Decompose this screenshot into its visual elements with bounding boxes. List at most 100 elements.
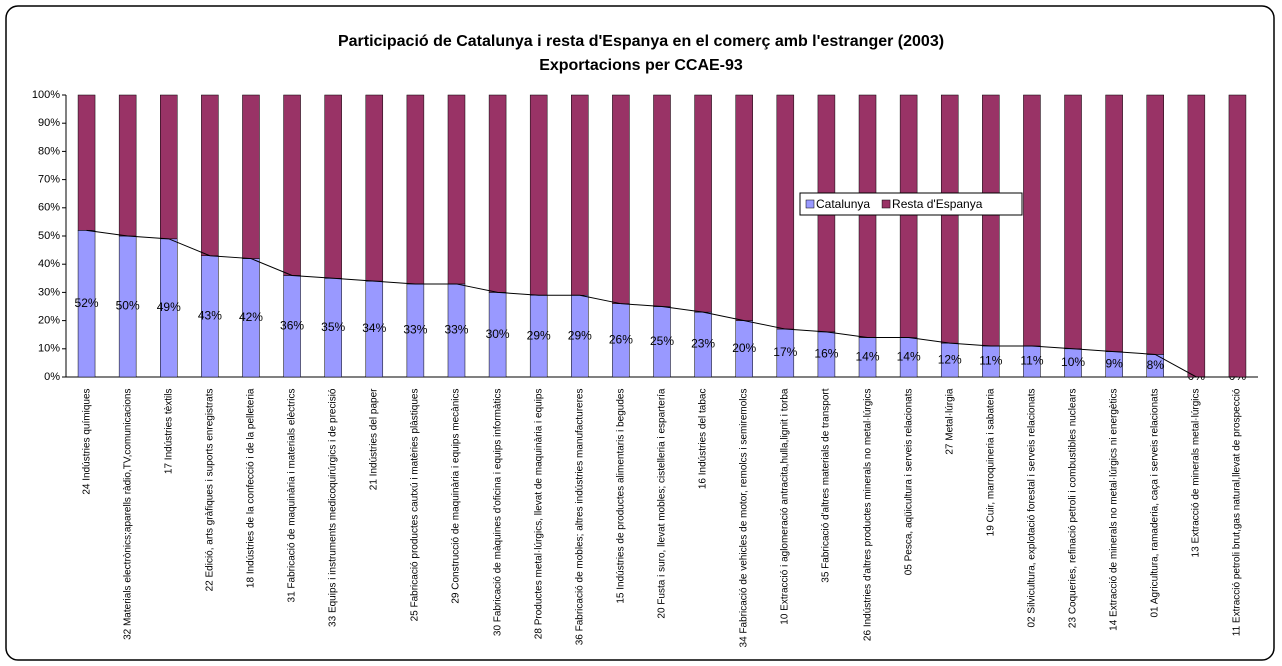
x-tick-label: 25 Fabricació productes cautxú i matèrie… xyxy=(409,388,421,621)
bar-segment xyxy=(858,94,877,338)
y-tick-label: 80% xyxy=(38,145,60,157)
bar-segment xyxy=(242,94,260,259)
bar-segment xyxy=(899,94,918,338)
legend-label: Resta d'Espanya xyxy=(892,197,983,211)
bar-segment xyxy=(406,94,425,285)
data-label: 43% xyxy=(198,309,222,323)
x-tick-label: 23 Coqueries, refinació petroli i combus… xyxy=(1067,388,1079,628)
trend-line xyxy=(86,229,1238,378)
legend-swatch xyxy=(805,199,815,209)
x-tick-label: 22 Edició, arts gràfiques i suports enre… xyxy=(203,388,215,591)
y-tick-label: 40% xyxy=(38,258,60,270)
bar-segment xyxy=(160,94,178,240)
data-label: 11% xyxy=(979,354,1002,368)
x-tick-label: 29 Construcció de maquinària i equips me… xyxy=(450,388,462,604)
x-tick-label: 30 Fabricació de màquines d'oficina i eq… xyxy=(491,388,503,636)
bar-segment xyxy=(735,94,753,321)
x-tick-label: 11 Extracció petroli brut,gas natural,ll… xyxy=(1231,388,1243,636)
chart-subtitle: Exportacions per CCAE-93 xyxy=(539,57,743,74)
data-label: 12% xyxy=(938,352,962,366)
data-label: 9% xyxy=(1105,356,1123,370)
y-tick-label: 10% xyxy=(38,343,60,355)
x-tick-label: 32 Materials electrònics;aparells ràdio,… xyxy=(121,388,133,640)
bar-segment xyxy=(940,94,959,344)
bar-segment xyxy=(283,94,301,276)
x-tick-label: 31 Fabricació de maquinària i materials … xyxy=(286,388,298,602)
x-tick-label: 05 Pesca, aqüicultura i serveis relacion… xyxy=(902,388,914,575)
bar-segment xyxy=(488,94,507,293)
data-label: 8% xyxy=(1147,358,1165,372)
bar-segment xyxy=(447,94,466,285)
data-label: 34% xyxy=(362,321,386,335)
x-tick-label: 26 Indústries d'altres productes mineral… xyxy=(861,388,873,641)
legend-box xyxy=(799,192,1023,216)
y-tick-label: 50% xyxy=(38,230,60,242)
x-tick-label: 36 Fabricació de mobles; altres indústri… xyxy=(573,388,585,645)
data-label: 26% xyxy=(609,333,633,347)
bar-segment xyxy=(529,94,548,296)
y-tick-label: 70% xyxy=(38,174,60,186)
bar-segment xyxy=(776,94,795,330)
x-tick-label: 19 Cuir, marroquineria i sabateria xyxy=(984,388,996,536)
bar-segment xyxy=(1023,94,1041,347)
x-tick-label: 16 Indústries del tabac xyxy=(697,388,709,489)
bar-segment xyxy=(77,94,96,231)
y-tick-label: 30% xyxy=(38,286,60,298)
x-tick-label: 34 Fabricació de vehicles de motor, remo… xyxy=(738,388,750,647)
bar-segment xyxy=(1146,94,1164,355)
data-label: 17% xyxy=(773,345,797,359)
x-tick-label: 14 Extracció de minerals no metal·lúrgic… xyxy=(1108,388,1120,631)
legend-swatch xyxy=(881,199,891,209)
bar-segment xyxy=(118,94,137,237)
data-label: 20% xyxy=(732,341,756,355)
data-label: 52% xyxy=(75,296,99,310)
x-tick-label: 20 Fusta i suro, llevat mobles; cistelle… xyxy=(656,388,667,619)
data-label: 14% xyxy=(897,349,921,363)
bar-segment xyxy=(653,94,671,307)
data-label: 29% xyxy=(527,328,551,342)
bar-segment xyxy=(324,94,342,279)
chart-title: Participació de Catalunya i resta d'Espa… xyxy=(338,33,944,50)
x-tick-label: 21 Indústries del paper xyxy=(368,388,380,490)
x-tick-label: 27 Metal·lúrgia xyxy=(943,388,955,455)
bar-segment xyxy=(1064,94,1082,350)
bar-segment xyxy=(365,94,384,282)
y-tick-label: 0% xyxy=(44,371,60,383)
y-tick-label: 60% xyxy=(38,202,60,214)
y-tick-label: 90% xyxy=(38,117,60,129)
x-tick-label: 15 Indústries de productes alimentaris i… xyxy=(614,388,626,604)
bar-segment xyxy=(571,94,589,296)
x-tick-label: 17 Indústries tèxtils xyxy=(162,388,174,474)
data-label: 42% xyxy=(239,310,263,324)
data-label: 11% xyxy=(1020,354,1043,368)
x-tick-label: 18 Indústries de la confecció i de la pe… xyxy=(244,388,256,588)
bar-segment xyxy=(1228,94,1247,378)
bar-segment xyxy=(1187,94,1206,378)
x-tick-label: 02 Silvicultura, explotació forestal i s… xyxy=(1025,388,1037,627)
y-tick-label: 20% xyxy=(38,315,60,327)
x-tick-label: 13 Extracció de minerals metal·lúrgics xyxy=(1190,388,1202,557)
x-tick-label: 01 Agricultura, ramaderia, caça i servei… xyxy=(1149,388,1161,617)
bar-segment xyxy=(1105,94,1123,352)
data-label: 50% xyxy=(116,299,140,313)
bar-segment xyxy=(612,94,630,304)
data-label: 25% xyxy=(650,334,674,348)
bar-segment xyxy=(201,94,219,256)
data-label: 14% xyxy=(856,349,880,363)
x-tick-label: 28 Productes metal·lúrgics, llevat de ma… xyxy=(532,388,544,639)
data-label: 33% xyxy=(444,323,468,337)
data-label: 10% xyxy=(1061,355,1085,369)
bar-segment xyxy=(694,94,712,313)
data-label: 35% xyxy=(321,320,345,334)
x-tick-label: 35 Fabricació d'altres materials de tran… xyxy=(820,388,832,583)
data-label: 36% xyxy=(280,318,304,332)
x-tick-label: 24 Indústries químiques xyxy=(80,388,92,495)
y-tick-label: 100% xyxy=(32,89,60,101)
data-label: 49% xyxy=(157,300,181,314)
data-label: 30% xyxy=(486,327,510,341)
x-tick-label: 33 Equips i instruments medicoquirúrgics… xyxy=(327,388,339,627)
data-label: 33% xyxy=(403,323,427,337)
bar-segment xyxy=(982,94,1000,347)
